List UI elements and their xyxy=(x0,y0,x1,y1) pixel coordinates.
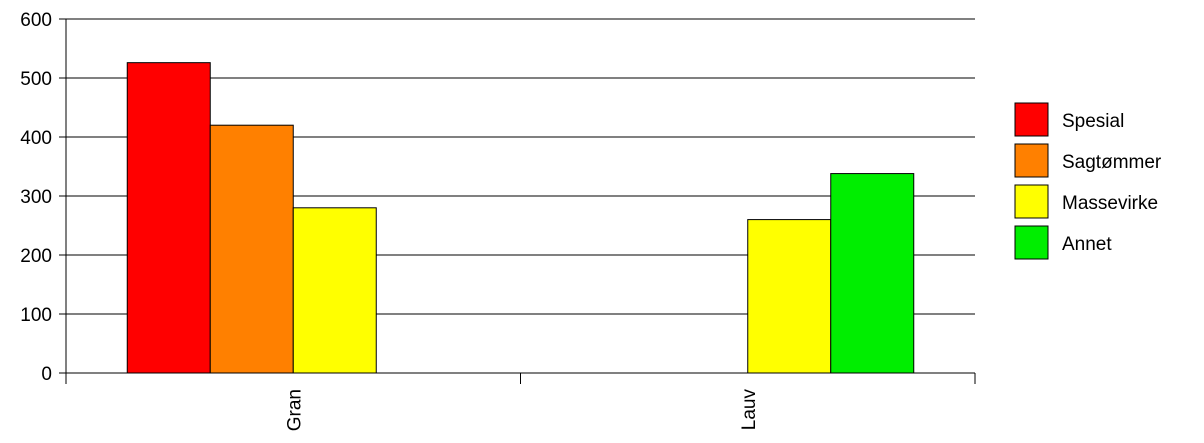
y-tick-label: 100 xyxy=(20,305,52,326)
legend: Spesial Sagtømmer Massevirke Annet xyxy=(1014,102,1162,260)
legend-swatch-massevirke xyxy=(1014,184,1049,219)
y-tick-label: 300 xyxy=(20,187,52,208)
y-tick-label: 0 xyxy=(41,364,52,385)
y-tick-label: 200 xyxy=(20,246,52,267)
legend-label-sagt-mmer: Sagtømmer xyxy=(1062,152,1162,173)
x-tick-label-gran: Gran xyxy=(284,389,305,431)
y-tick-label: 600 xyxy=(20,10,52,31)
legend-label-annet: Annet xyxy=(1062,234,1112,255)
legend-swatch-spesial xyxy=(1014,102,1049,137)
bar-spesial-gran xyxy=(126,62,211,374)
y-tick-labels: 0 100 200 300 400 500 600 xyxy=(20,10,52,385)
x-tick-label-lauv: Lauv xyxy=(739,389,760,431)
legend-swatch-annet xyxy=(1014,225,1049,260)
axes xyxy=(59,18,976,384)
bar-massevirke-lauv xyxy=(747,219,832,374)
bar-massevirke-gran xyxy=(292,207,377,374)
bar-sagt-mmer-gran xyxy=(209,124,294,374)
bar-annet-lauv xyxy=(830,173,915,374)
bars xyxy=(126,62,915,374)
y-tick-label: 400 xyxy=(20,128,52,149)
legend-swatch-sagt-mmer xyxy=(1014,143,1049,178)
legend-label-massevirke: Massevirke xyxy=(1062,193,1158,214)
y-tick-label: 500 xyxy=(20,69,52,90)
legend-label-spesial: Spesial xyxy=(1062,111,1124,132)
x-tick-labels: Gran Lauv xyxy=(284,389,760,432)
